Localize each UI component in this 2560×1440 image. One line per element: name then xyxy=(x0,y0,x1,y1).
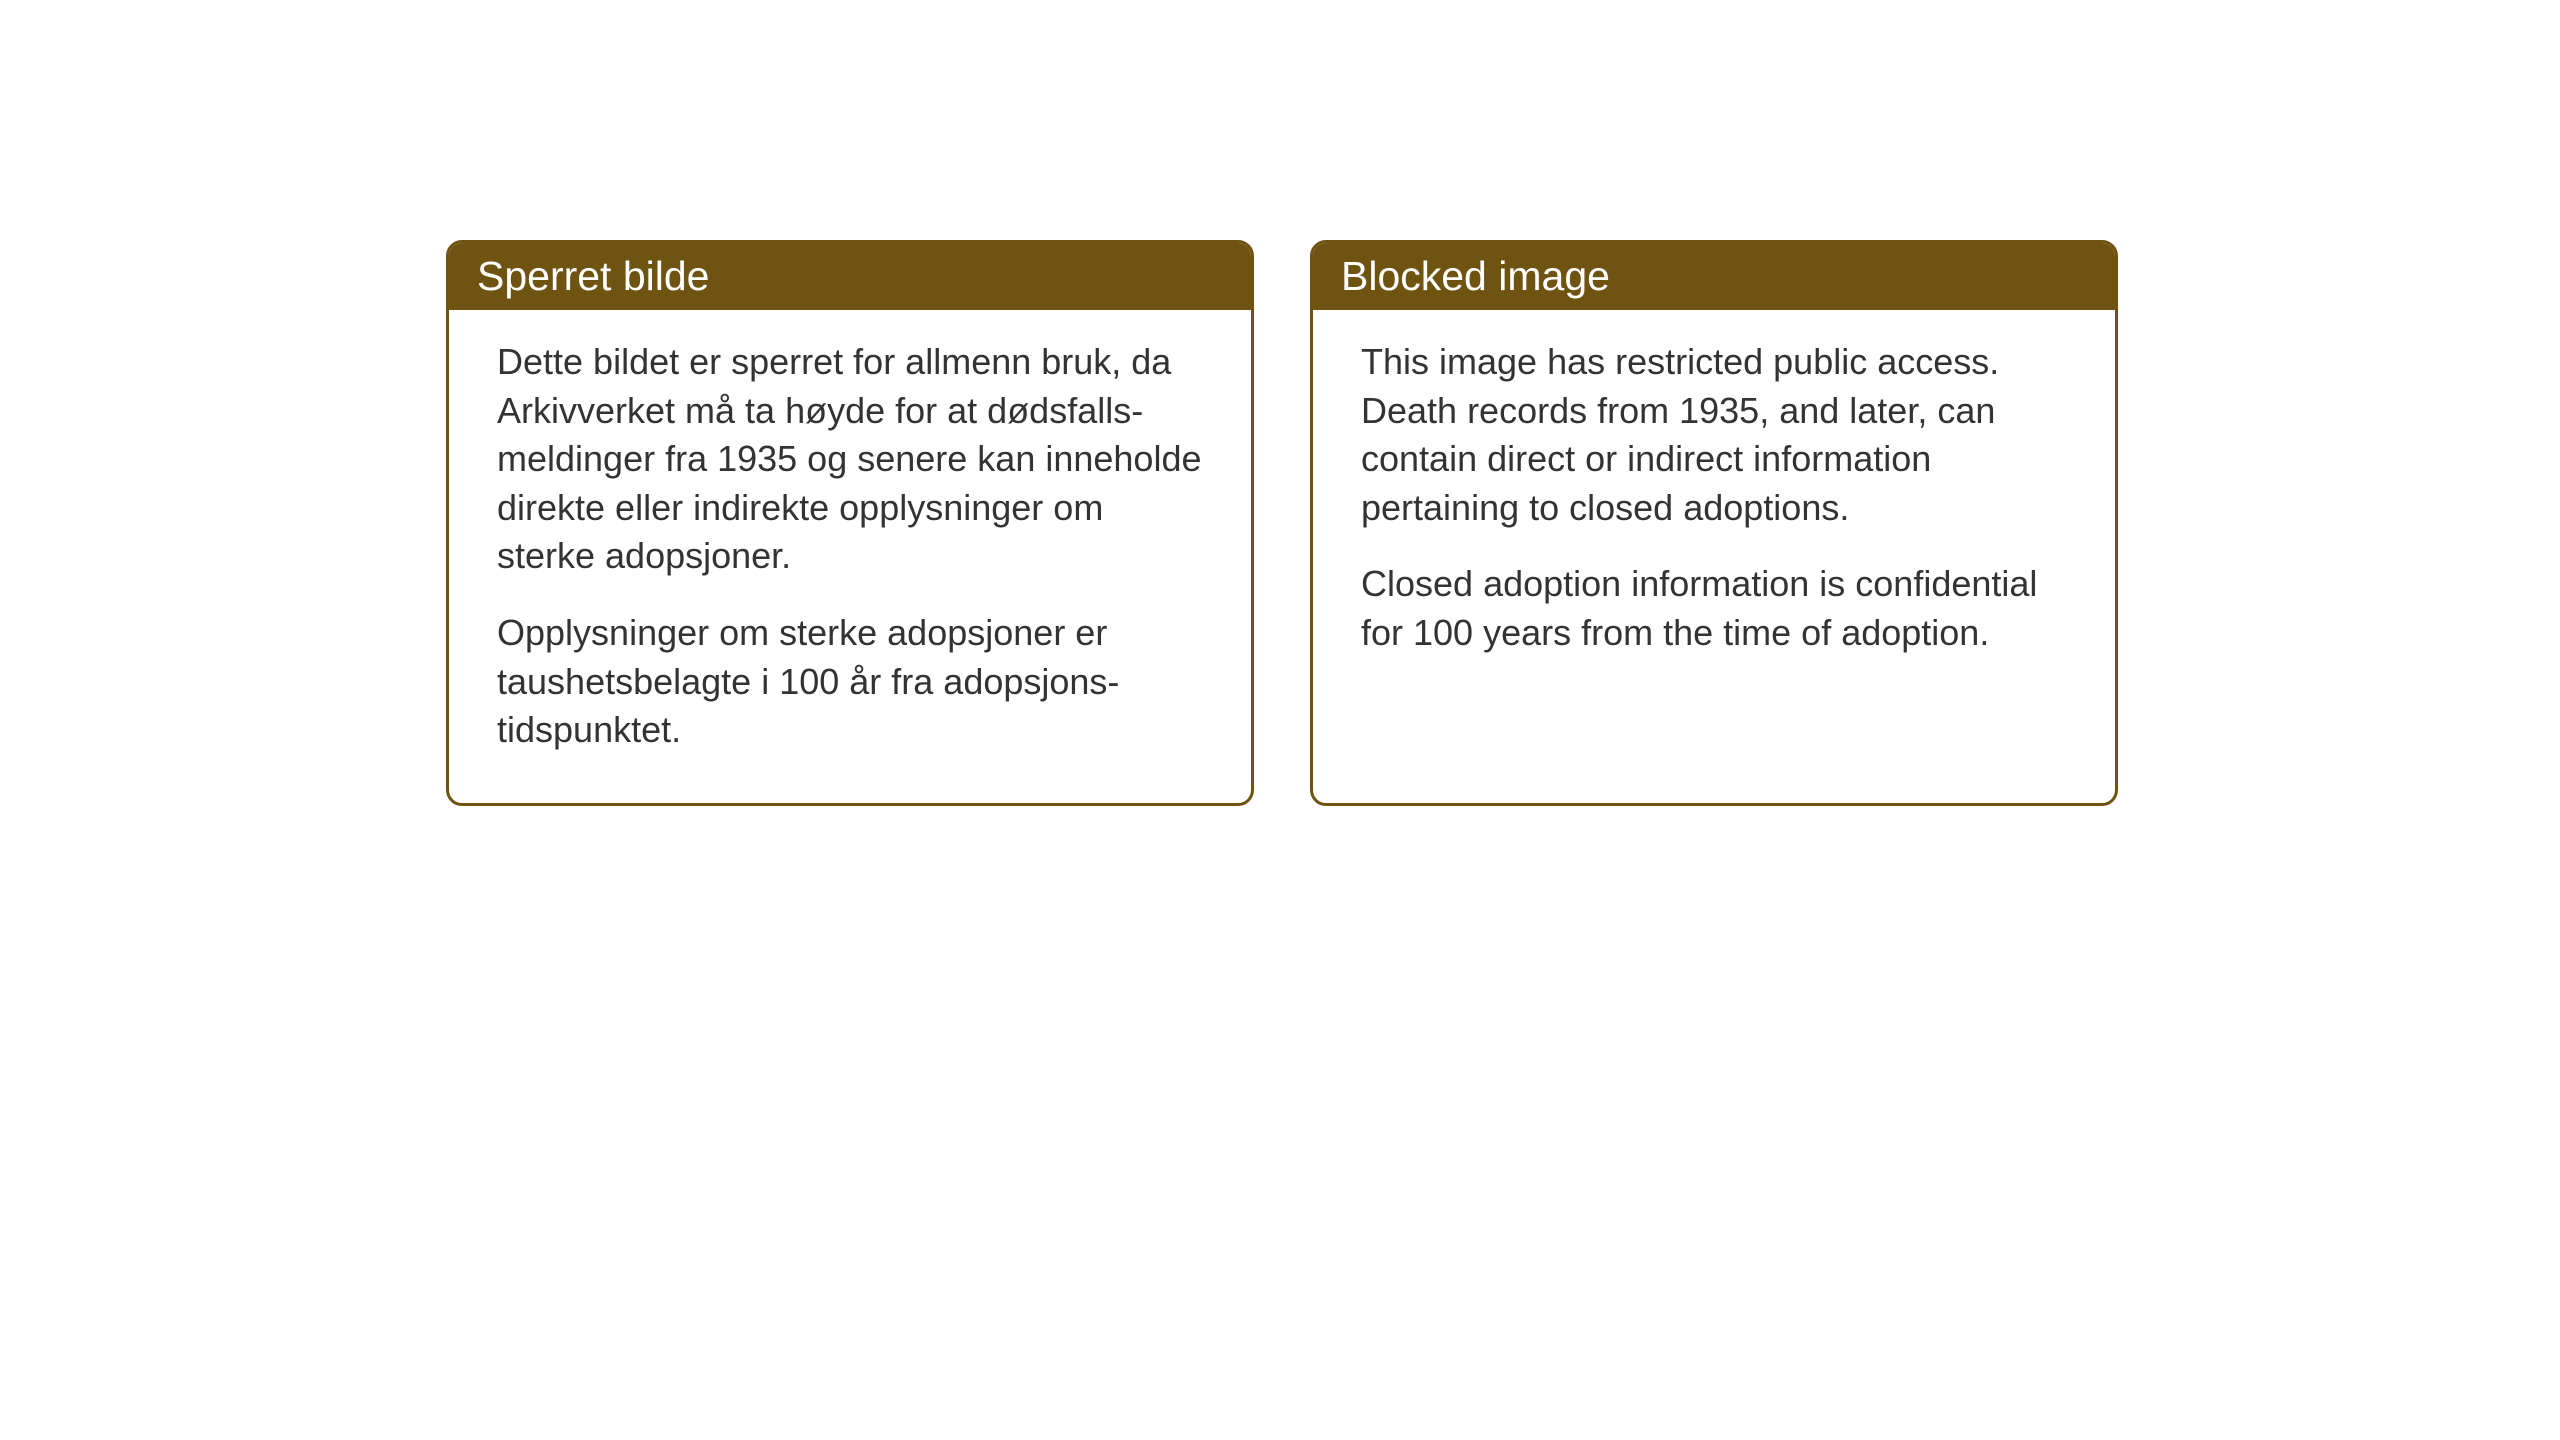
card-norwegian-body: Dette bildet er sperret for allmenn bruk… xyxy=(449,310,1251,803)
card-english-header: Blocked image xyxy=(1313,243,2115,310)
cards-container: Sperret bilde Dette bildet er sperret fo… xyxy=(446,240,2118,806)
card-english-title: Blocked image xyxy=(1341,253,1610,299)
card-english-body: This image has restricted public access.… xyxy=(1313,310,2115,706)
card-norwegian-paragraph-1: Dette bildet er sperret for allmenn bruk… xyxy=(497,338,1203,581)
card-norwegian-header: Sperret bilde xyxy=(449,243,1251,310)
card-english-paragraph-1: This image has restricted public access.… xyxy=(1361,338,2067,532)
card-english: Blocked image This image has restricted … xyxy=(1310,240,2118,806)
card-norwegian: Sperret bilde Dette bildet er sperret fo… xyxy=(446,240,1254,806)
card-norwegian-paragraph-2: Opplysninger om sterke adopsjoner er tau… xyxy=(497,609,1203,755)
card-english-paragraph-2: Closed adoption information is confident… xyxy=(1361,560,2067,657)
card-norwegian-title: Sperret bilde xyxy=(477,253,709,299)
